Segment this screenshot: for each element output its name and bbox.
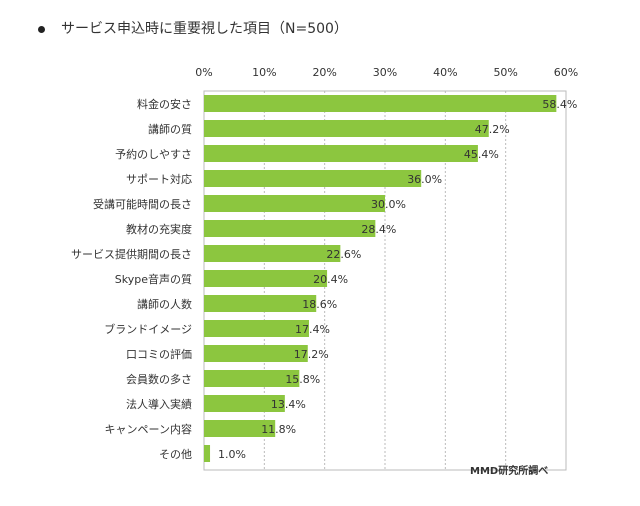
category-label: 講師の質 bbox=[148, 122, 192, 136]
category-label: 講師の人数 bbox=[137, 297, 192, 311]
data-label: 30.0% bbox=[371, 198, 406, 211]
bar bbox=[204, 145, 478, 162]
data-label: 11.8% bbox=[261, 423, 296, 436]
category-label: Skype音声の質 bbox=[115, 272, 192, 286]
bar bbox=[204, 445, 211, 462]
data-label: 45.4% bbox=[464, 148, 499, 161]
data-label: 36.0% bbox=[407, 173, 442, 186]
bar bbox=[204, 395, 285, 412]
data-label: 22.6% bbox=[326, 248, 361, 261]
data-label: 1.0% bbox=[218, 448, 246, 461]
bar bbox=[204, 120, 489, 137]
category-label: その他 bbox=[159, 448, 192, 461]
category-label: ブランドイメージ bbox=[104, 322, 192, 336]
data-label: 58.4% bbox=[542, 98, 577, 111]
category-label: サービス提供期間の長さ bbox=[71, 247, 192, 261]
category-label: キャンペーン内容 bbox=[105, 422, 192, 436]
bar bbox=[204, 195, 385, 212]
data-label: 47.2% bbox=[475, 123, 510, 136]
category-label: 予約のしやすさ bbox=[115, 147, 192, 161]
x-tick-label: 30% bbox=[373, 66, 397, 79]
x-tick-label: 20% bbox=[312, 66, 336, 79]
source-note: MMD研究所調べ bbox=[470, 466, 549, 477]
category-label: 料金の安さ bbox=[137, 97, 192, 111]
category-label: サポート対応 bbox=[126, 172, 192, 186]
data-label: 18.6% bbox=[302, 298, 337, 311]
data-label: 13.4% bbox=[271, 398, 306, 411]
x-tick-label: 0% bbox=[195, 66, 212, 79]
bar bbox=[204, 295, 317, 312]
bar bbox=[204, 170, 422, 187]
category-label: 受講可能時間の長さ bbox=[93, 197, 192, 211]
x-tick-label: 50% bbox=[493, 66, 517, 79]
category-label: 会員数の多さ bbox=[126, 372, 192, 386]
bullet-icon bbox=[38, 25, 45, 33]
bar bbox=[204, 270, 328, 287]
bar bbox=[204, 220, 376, 237]
data-label: 28.4% bbox=[361, 223, 396, 236]
category-label: 口コミの評価 bbox=[126, 347, 192, 361]
bar bbox=[204, 370, 300, 387]
x-tick-label: 60% bbox=[554, 66, 578, 79]
x-tick-label: 40% bbox=[433, 66, 457, 79]
chart-title-text: サービス申込時に重要視した項目（N=500） bbox=[61, 21, 348, 37]
category-label: 法人導入実績 bbox=[126, 397, 192, 411]
category-label: 教材の充実度 bbox=[126, 222, 192, 236]
bar bbox=[204, 420, 276, 437]
bar bbox=[204, 95, 557, 112]
bar bbox=[204, 320, 309, 337]
bar bbox=[204, 245, 341, 262]
data-label: 20.4% bbox=[313, 273, 348, 286]
bar bbox=[204, 345, 308, 362]
data-label: 17.4% bbox=[295, 323, 330, 336]
x-tick-label: 10% bbox=[252, 66, 276, 79]
chart-title: サービス申込時に重要視した項目（N=500） bbox=[38, 18, 348, 38]
data-label: 15.8% bbox=[285, 373, 320, 386]
data-label: 17.2% bbox=[294, 348, 329, 361]
